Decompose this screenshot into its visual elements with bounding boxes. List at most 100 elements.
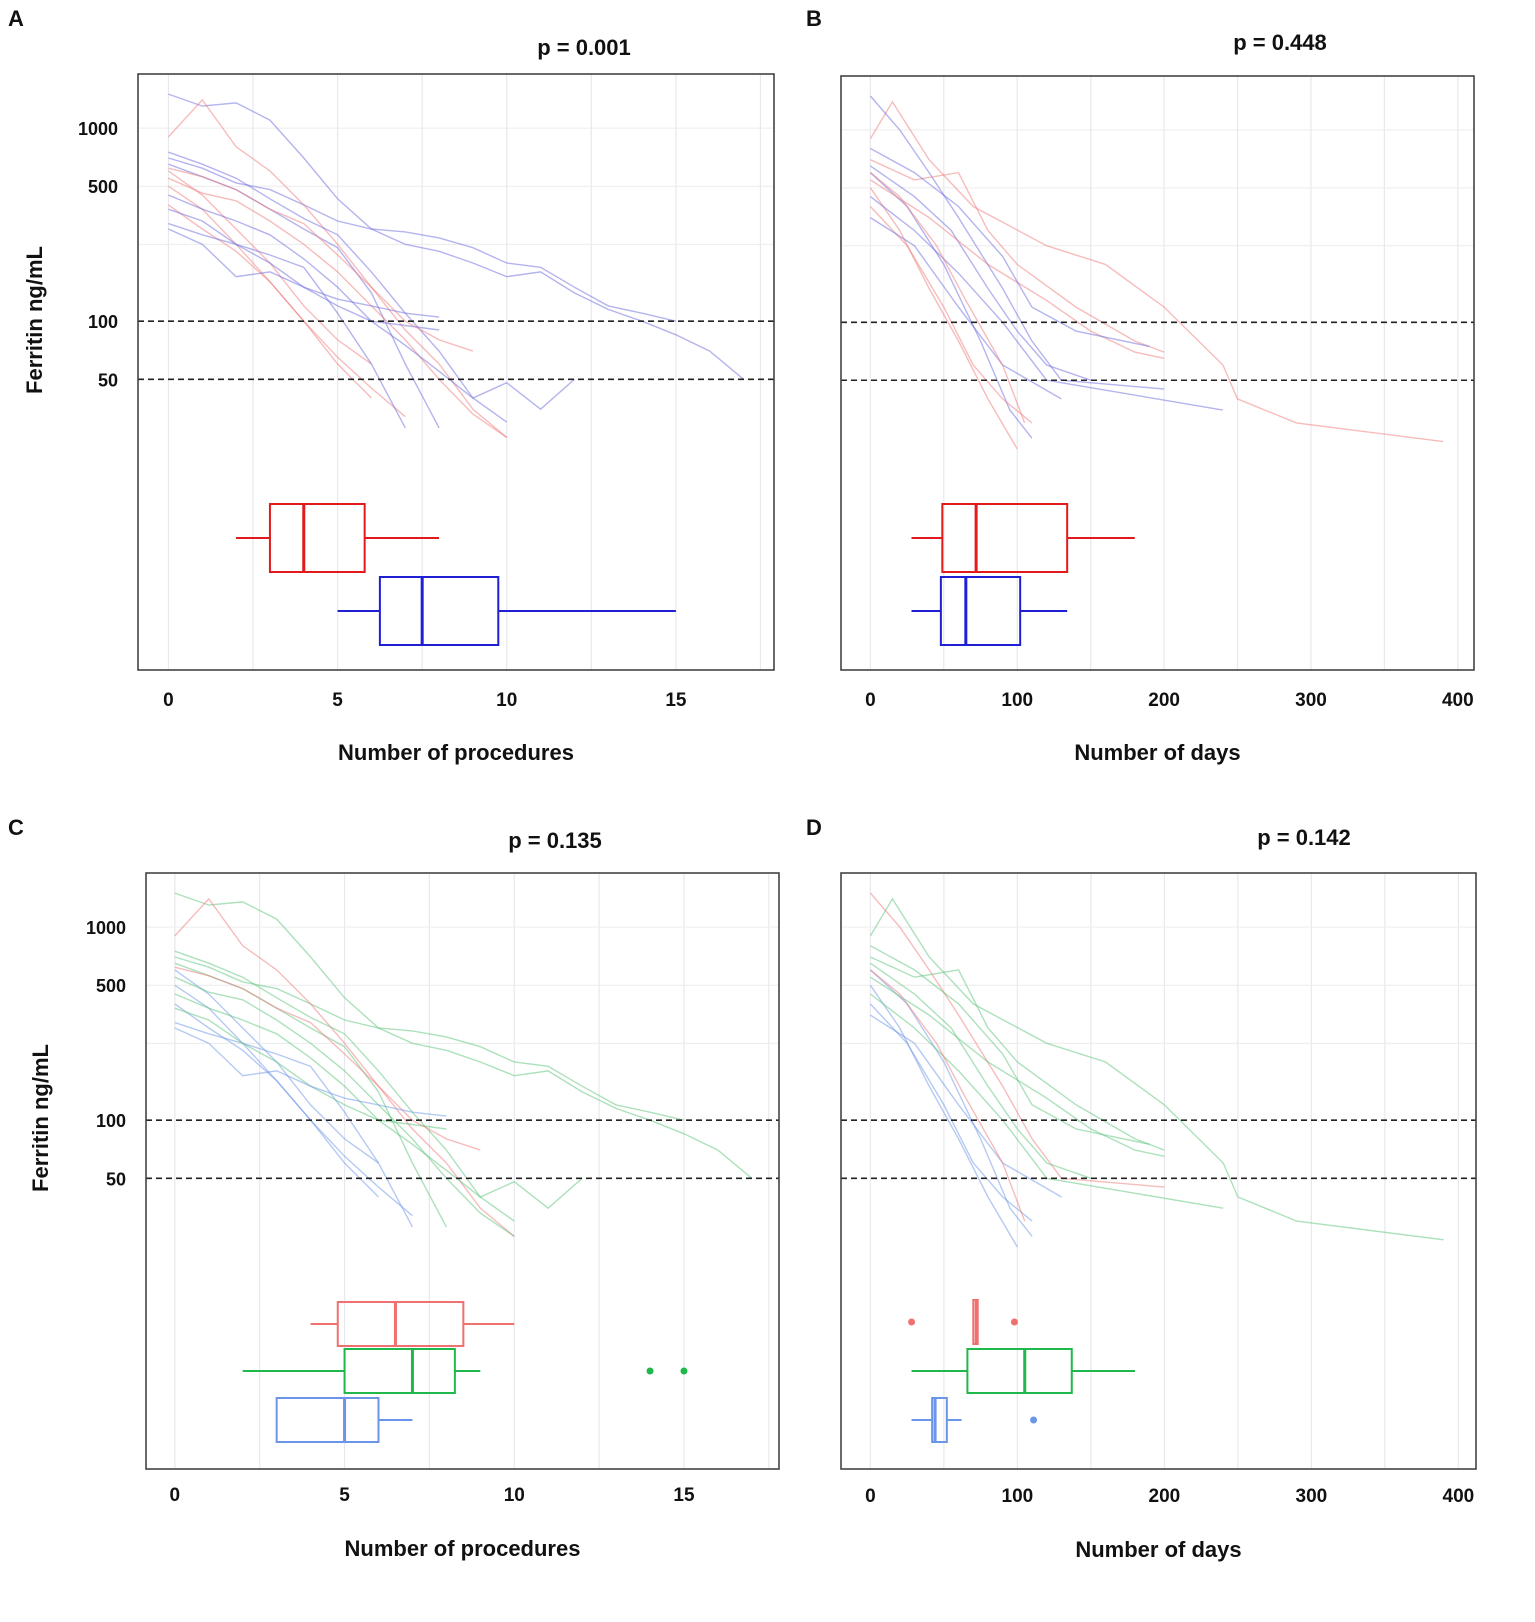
trajectory-line [869, 897, 1444, 1241]
x-tick-label: 400 [1442, 690, 1474, 711]
boxplot [236, 503, 440, 573]
outlier-point [646, 1367, 654, 1375]
box-iqr [268, 503, 366, 573]
x-tick-label: 5 [339, 1485, 350, 1506]
trajectory-line [870, 179, 1165, 359]
trajectory-line [174, 969, 379, 1164]
panel-c: Cp = 0.135 0 5 10 15 1000 500 100 50 Number of pr… [8, 815, 780, 1561]
trajectory-line [168, 177, 508, 438]
trajectory-line [174, 956, 685, 1121]
y-tick-label: 500 [96, 976, 126, 996]
y-tick-label: 50 [98, 370, 118, 390]
trajectory-line [174, 1003, 413, 1217]
x-axis-label: Number of days [1074, 740, 1240, 765]
trajectory-line [870, 945, 1150, 1145]
box-iqr [343, 1348, 456, 1394]
trajectory-line [168, 194, 575, 411]
x-axis-label: Number of procedures [345, 1536, 581, 1561]
trajectory-line [869, 172, 1026, 424]
trajectory-line [869, 206, 1033, 424]
x-tick-label: 10 [496, 690, 517, 711]
trajectory-line [869, 187, 1018, 450]
trajectory-line [870, 147, 1150, 348]
x-tick-label: 0 [163, 690, 174, 711]
trajectory-line [174, 950, 515, 1222]
outlier-point [1030, 1416, 1038, 1424]
panel-letter: B [806, 6, 822, 31]
panel-title: p = 0.448 [1233, 30, 1327, 55]
trajectory-line [870, 217, 1062, 400]
x-tick-label: 400 [1443, 1486, 1475, 1507]
trajectory-line [869, 100, 1444, 443]
x-tick-label: 300 [1296, 1486, 1328, 1507]
box-iqr [939, 576, 1022, 646]
box-iqr [275, 1397, 380, 1443]
x-tick-label: 200 [1149, 1486, 1181, 1507]
box-iqr [941, 503, 1069, 573]
trajectory-line [167, 170, 372, 365]
boxplot [242, 1348, 688, 1394]
plot-frame [840, 872, 1477, 1470]
x-tick-label: 10 [504, 1485, 525, 1506]
box-iqr [336, 1301, 465, 1347]
panel-a: Ap = 0.001 0 5 10 15 1000 500 100 50 Number of pr… [8, 6, 775, 765]
trajectory-line [869, 962, 1092, 1179]
outlier-point [908, 1318, 916, 1326]
panel-title: p = 0.001 [537, 35, 631, 60]
x-tick-label: 300 [1295, 690, 1327, 711]
x-axis-label: Number of procedures [338, 740, 574, 765]
trajectory-line [168, 228, 440, 318]
x-tick-label: 100 [1002, 1486, 1034, 1507]
trajectory-line [168, 167, 474, 352]
x-tick-label: 0 [865, 690, 876, 711]
trajectory-line [869, 993, 1224, 1209]
y-tick-label: 100 [96, 1111, 126, 1131]
box-iqr [931, 1397, 948, 1443]
trajectory-line [168, 163, 440, 429]
trajectory-line [174, 966, 481, 1151]
boxplot [310, 1301, 515, 1347]
box-iqr [966, 1348, 1073, 1394]
panel-letter: A [8, 6, 24, 31]
trajectory-line [869, 892, 1165, 1188]
panel-title: p = 0.142 [1257, 825, 1351, 850]
trajectory-line [168, 93, 745, 380]
trajectory-line [869, 172, 1033, 439]
boxplot [337, 576, 676, 646]
trajectory-line [168, 222, 406, 429]
trajectory-line [168, 185, 372, 399]
trajectory-line [168, 157, 677, 322]
boxplot [911, 503, 1135, 573]
panel-b: Bp = 0.448 0 100 200 300 400 Number of days [806, 6, 1475, 765]
trajectory-line [174, 892, 753, 1179]
x-tick-label: 200 [1148, 690, 1180, 711]
trajectory-line [870, 1014, 1062, 1198]
plot-frame [840, 75, 1475, 671]
y-axis-label: Ferritin ng/mL [22, 246, 47, 394]
y-tick-label: 1000 [86, 918, 126, 938]
trajectory-line [174, 1021, 414, 1228]
boxplot [911, 1348, 1135, 1394]
y-tick-label: 100 [88, 312, 118, 332]
x-tick-label: 0 [865, 1486, 876, 1507]
trajectory-line [869, 196, 1224, 411]
trajectory-line [174, 984, 379, 1198]
x-axis-label: Number of days [1075, 1537, 1241, 1562]
outlier-point [680, 1367, 688, 1375]
trajectory-line [869, 165, 1091, 381]
trajectory-line [174, 1027, 447, 1117]
panel-title: p = 0.135 [508, 828, 602, 853]
trajectory-line [869, 969, 1033, 1237]
trajectory-line [869, 984, 1019, 1248]
trajectory-line [174, 976, 515, 1237]
trajectory-line [174, 993, 583, 1210]
y-tick-label: 50 [106, 1169, 126, 1189]
trajectory-line [869, 1003, 1033, 1222]
trajectory-line [167, 204, 406, 418]
plot-frame [145, 872, 780, 1470]
y-tick-label: 1000 [78, 119, 118, 139]
x-tick-label: 15 [665, 690, 687, 711]
panel-letter: C [8, 815, 24, 840]
